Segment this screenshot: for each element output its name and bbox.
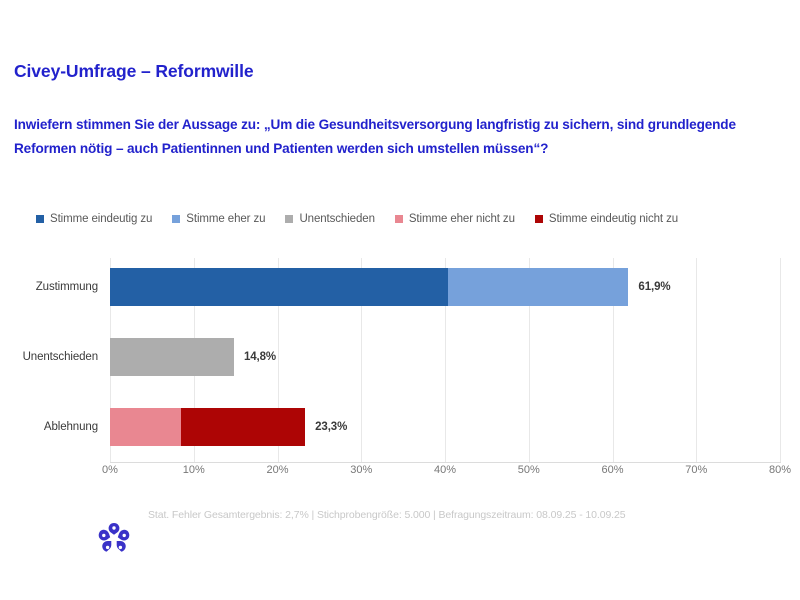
legend-item-label: Stimme eher zu (186, 213, 266, 225)
bar-total-label: 23,3% (315, 421, 348, 433)
chart-gridline (612, 258, 614, 462)
civey-flower-logo (98, 523, 130, 552)
legend-item[interactable]: Stimme eher nicht zu (394, 213, 515, 225)
survey-question: Inwiefern stimmen Sie der Aussage zu: „U… (14, 117, 736, 156)
legend-swatch-icon (394, 215, 403, 223)
chart-gridline (696, 258, 698, 462)
x-tick-label: 10% (182, 464, 205, 476)
x-tick-label: 30% (350, 464, 373, 476)
bar-segment[interactable] (110, 268, 449, 306)
chart-bar-row[interactable]: Zustimmung 61,9% (36, 268, 671, 306)
bar-segment[interactable] (448, 268, 629, 306)
legend-swatch-icon (36, 215, 44, 223)
x-tick-label: 70% (685, 464, 708, 476)
legend-item[interactable]: Stimme eindeutig zu (36, 213, 152, 225)
footnote: Stat. Fehler Gesamtergebnis: 2,7% | Stic… (148, 509, 626, 521)
x-tick-label: 50% (517, 464, 540, 476)
x-tick-label: 40% (433, 464, 457, 476)
legend-item-label: Stimme eher nicht zu (408, 213, 515, 225)
chart-gridline (277, 258, 279, 462)
chart-gridline (361, 258, 363, 462)
bar-segment[interactable] (110, 408, 182, 446)
bar-total-label: 61,9% (638, 281, 671, 293)
page-title: Civey-Umfrage – Reformwille (14, 61, 254, 81)
x-tick-label: 60% (601, 464, 624, 476)
chart-plot-area: Zustimmung 61,9% Unentschieden 14,8% Ablehnu… (23, 258, 781, 462)
chart-legend: Stimme eindeutig zu Stimme eher zu Unentsc… (36, 210, 776, 228)
chart-bar-row[interactable]: Ablehnung 23,3% (44, 408, 347, 446)
legend-item[interactable]: Stimme eindeutig nicht zu (534, 213, 679, 225)
legend-swatch-icon (172, 215, 181, 223)
legend-item[interactable]: Stimme eher zu (172, 213, 266, 225)
bar-total-label: 14,8% (243, 351, 277, 363)
x-tick-label: 20% (266, 464, 289, 476)
legend-item[interactable]: Unentschieden (285, 213, 375, 225)
category-label: Ablehnung (43, 421, 98, 433)
legend-item-label: Stimme eindeutig zu (50, 213, 153, 225)
chart-bar-row[interactable]: Unentschieden 14,8% (23, 338, 276, 376)
legend-item-label: Stimme eindeutig nicht zu (548, 213, 679, 225)
x-tick-label: 80% (768, 464, 792, 476)
chart-gridline (528, 258, 530, 462)
category-label: Zustimmung (35, 281, 98, 293)
x-axis-ticks: 0% 10% 20% 30% 40% 50% 60% 70% 80% (102, 464, 791, 482)
legend-swatch-icon (534, 215, 543, 223)
bar-segment[interactable] (110, 338, 234, 376)
chart-gridline (445, 258, 446, 462)
chart-gridline (780, 258, 781, 462)
x-tick-label: 0% (102, 464, 118, 476)
bar-segment[interactable] (181, 408, 306, 446)
x-axis-baseline (110, 462, 781, 463)
legend-swatch-icon (285, 215, 294, 223)
category-label: Unentschieden (22, 351, 99, 363)
legend-item-label: Unentschieden (299, 213, 375, 225)
